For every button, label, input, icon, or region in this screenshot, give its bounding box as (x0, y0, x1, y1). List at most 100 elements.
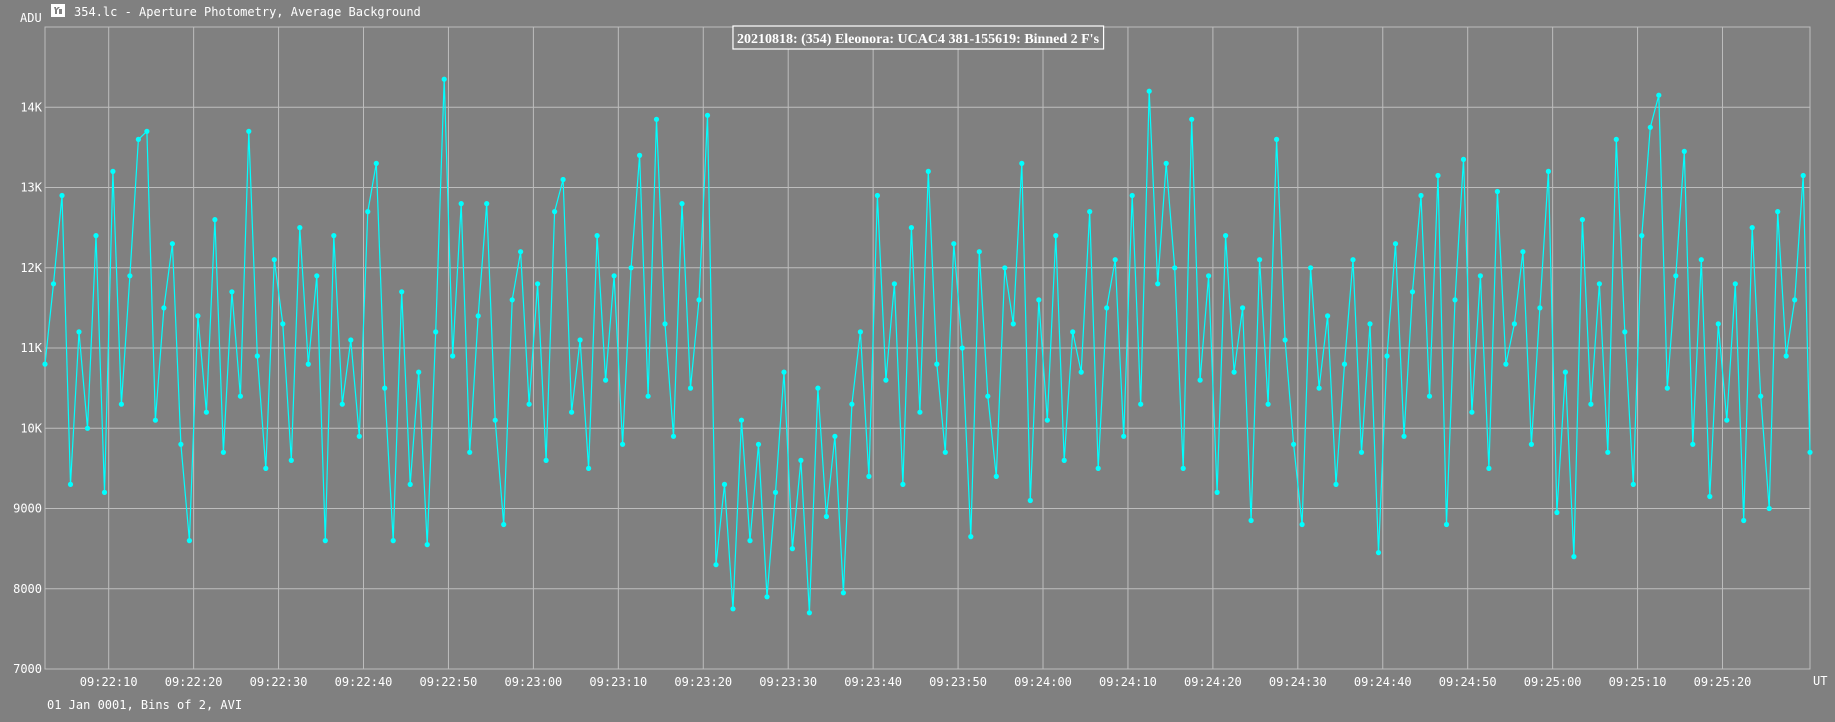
data-point (645, 393, 651, 399)
y-axis-ticks: 7000 8000 9000 10K 11K 12K 13K 14K (13, 100, 43, 676)
data-point (1231, 369, 1237, 375)
data-point (356, 433, 362, 439)
data-point (1579, 217, 1585, 223)
y-axis-unit-label: ADU (20, 11, 42, 25)
data-point (1681, 148, 1687, 154)
data-point (1562, 369, 1568, 375)
x-tick-label: 09:23:50 (929, 675, 987, 689)
data-point (416, 369, 422, 375)
data-point (1163, 160, 1169, 166)
data-point (1274, 136, 1280, 142)
data-point (101, 489, 108, 495)
data-point (1545, 168, 1551, 174)
x-tick-label: 09:22:40 (335, 675, 393, 689)
data-point (229, 289, 235, 295)
data-point (169, 241, 175, 247)
data-point (569, 409, 575, 415)
data-point (1775, 209, 1781, 215)
data-point (424, 542, 430, 548)
y-tick-label: 12K (20, 261, 42, 275)
data-point (560, 176, 566, 183)
data-point (577, 337, 583, 343)
y-tick-label: 9000 (13, 502, 42, 516)
data-point (611, 273, 617, 279)
data-point (1486, 465, 1492, 471)
data-point (1622, 329, 1628, 335)
data-point (220, 449, 226, 455)
x-tick-label: 09:24:10 (1099, 675, 1157, 689)
data-point (900, 481, 906, 487)
data-point (280, 321, 286, 327)
data-point (42, 361, 48, 367)
data-point (1061, 457, 1067, 463)
data-point (271, 257, 277, 263)
data-point (1605, 449, 1611, 455)
data-point (1494, 188, 1500, 195)
data-point (135, 136, 141, 142)
data-point (1138, 401, 1144, 407)
data-point (1520, 249, 1526, 255)
data-point (781, 369, 787, 375)
data-point (670, 433, 677, 439)
data-point (67, 481, 74, 487)
data-point (1749, 225, 1755, 231)
x-tick-label: 09:25:20 (1694, 675, 1752, 689)
data-point (50, 281, 57, 287)
data-point (509, 297, 515, 303)
data-point (373, 160, 379, 166)
data-point (1367, 321, 1373, 327)
data-point (1656, 92, 1662, 98)
data-point (76, 329, 82, 335)
data-point (441, 76, 447, 82)
data-point (1341, 361, 1348, 367)
x-tick-label: 09:22:50 (420, 675, 478, 689)
data-point (594, 233, 600, 239)
data-point (866, 473, 872, 479)
data-point (1698, 257, 1704, 263)
chart-title-frame (732, 25, 1105, 50)
data-point (518, 249, 524, 255)
data-point (789, 546, 796, 552)
data-point (1537, 305, 1543, 311)
data-point (1129, 192, 1135, 199)
data-point (237, 393, 243, 399)
data-point (535, 281, 541, 287)
data-point (1027, 497, 1033, 504)
x-tick-label: 09:22:10 (80, 675, 138, 689)
data-point (1155, 281, 1161, 287)
data-point (1435, 172, 1441, 179)
data-point (152, 417, 158, 423)
data-point (484, 201, 490, 207)
data-point (883, 377, 889, 383)
data-point (1528, 441, 1534, 447)
data-point (1477, 273, 1483, 279)
data-point (755, 441, 762, 447)
data-point (1732, 281, 1738, 287)
data-point (1409, 289, 1416, 295)
data-point (467, 449, 473, 455)
data-point (1664, 385, 1670, 391)
data-point (297, 225, 303, 231)
data-point (254, 353, 260, 359)
data-point (806, 610, 813, 616)
data-point (1095, 465, 1101, 471)
app-icon (51, 4, 65, 17)
window-title: 354.lc - Aperture Photometry, Average Ba… (74, 5, 421, 19)
data-point (1223, 233, 1229, 239)
data-point (832, 433, 838, 439)
footer-info: 01 Jan 0001, Bins of 2, AVI (47, 698, 242, 712)
x-tick-label: 09:24:20 (1184, 675, 1242, 689)
data-point (450, 353, 456, 359)
data-point (212, 217, 218, 223)
data-point (1036, 297, 1042, 303)
data-point (1588, 401, 1594, 407)
data-point (1613, 136, 1619, 142)
data-point (1010, 321, 1016, 327)
data-point (1333, 481, 1339, 487)
data-point (1443, 521, 1450, 528)
data-point (1511, 321, 1517, 327)
data-point (815, 385, 821, 391)
data-point (713, 562, 719, 568)
data-point (1418, 192, 1424, 199)
